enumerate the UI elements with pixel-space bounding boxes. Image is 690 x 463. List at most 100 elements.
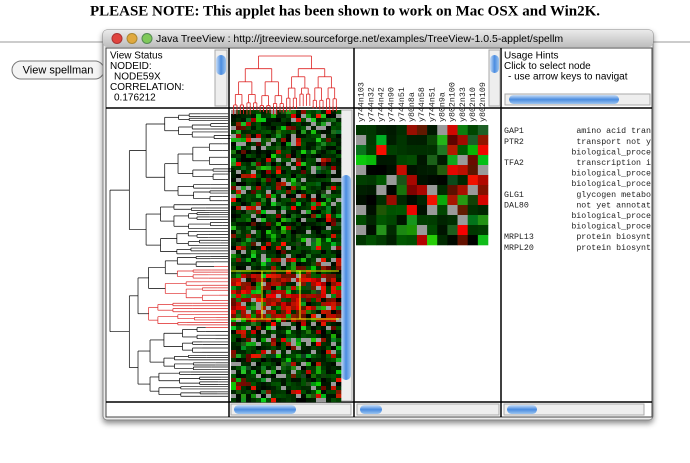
scroll-thumb[interactable] xyxy=(216,55,226,75)
heatmap-cell xyxy=(291,186,297,191)
heatmap-cell xyxy=(296,174,302,179)
heatmap-cell xyxy=(276,194,282,199)
heatmap-cell xyxy=(256,126,262,131)
heatmap-cell xyxy=(326,150,332,155)
close-button[interactable] xyxy=(111,33,123,44)
heatmap-cell xyxy=(336,118,342,123)
heatmap-cell xyxy=(271,226,277,231)
heatmap-cell xyxy=(231,270,237,275)
heatmap-cell xyxy=(266,214,272,219)
heatmap-cell xyxy=(261,210,267,215)
heatmap-cell xyxy=(281,154,287,159)
heatmap-cell xyxy=(231,358,237,363)
heatmap-cell xyxy=(321,338,327,343)
heatmap-cell xyxy=(396,135,408,146)
heatmap-cell xyxy=(321,298,327,303)
heatmap-cell xyxy=(326,214,332,219)
heatmap-cell xyxy=(241,398,247,403)
heatmap-cell xyxy=(251,234,257,239)
heatmap-cell xyxy=(326,370,332,375)
heatmap-cell xyxy=(286,358,292,363)
heatmap-cell xyxy=(296,114,302,119)
heatmap-cell xyxy=(246,398,252,403)
heatmap-cell xyxy=(281,354,287,359)
scrollbar[interactable] xyxy=(488,49,501,107)
heatmap-cell xyxy=(251,378,257,383)
scroll-thumb[interactable] xyxy=(507,405,537,414)
heatmap-cell xyxy=(416,165,428,176)
heatmap-cell xyxy=(316,354,322,359)
zoom-button[interactable] xyxy=(141,33,153,44)
gene-desc: biological_proce xyxy=(571,211,651,221)
scrollbar[interactable] xyxy=(356,403,500,416)
heatmap-cell xyxy=(291,118,297,123)
heatmap-cell xyxy=(301,310,307,315)
heatmap-cell xyxy=(256,242,262,247)
heatmap-cell xyxy=(276,118,282,123)
heatmap-cell xyxy=(271,170,277,175)
heatmap-cell xyxy=(281,318,287,323)
status-line: 0.176212 xyxy=(114,93,156,104)
scroll-thumb[interactable] xyxy=(509,95,619,104)
heatmap-cell xyxy=(316,346,322,351)
heatmap-cell xyxy=(266,258,272,263)
heatmap-cell xyxy=(276,338,282,343)
heatmap-cell xyxy=(231,342,237,347)
heatmap-cell xyxy=(281,346,287,351)
heatmap-cell xyxy=(236,270,242,275)
heatmap-cell xyxy=(306,326,312,331)
gene-desc: transport not y xyxy=(576,138,651,147)
heatmap-cell xyxy=(256,382,262,387)
scrollbar[interactable] xyxy=(503,403,645,416)
heatmap-cell xyxy=(276,378,282,383)
heatmap-cell xyxy=(261,202,267,207)
heatmap-cell xyxy=(231,230,237,235)
heatmap-cell xyxy=(286,122,292,127)
heatmap-cell xyxy=(396,235,408,246)
heatmap-cell xyxy=(286,274,292,279)
heatmap-cell xyxy=(406,135,418,146)
heatmap-cell xyxy=(281,230,287,235)
heatmap-cell xyxy=(281,194,287,199)
scroll-thumb[interactable] xyxy=(360,405,382,414)
heatmap-cell xyxy=(231,374,237,379)
heatmap-cell xyxy=(301,134,307,139)
heatmap-cell xyxy=(296,246,302,251)
heatmap-cell xyxy=(246,310,252,315)
heatmap-cell xyxy=(281,374,287,379)
heatmap-cell xyxy=(311,346,317,351)
heatmap-cell xyxy=(236,194,242,199)
heatmap-cell xyxy=(316,382,322,387)
scroll-thumb[interactable] xyxy=(341,175,351,380)
heatmap-cell xyxy=(291,202,297,207)
heatmap-cell xyxy=(271,134,277,139)
heatmap-cell xyxy=(271,298,277,303)
scroll-thumb[interactable] xyxy=(490,55,499,73)
heatmap-cell xyxy=(276,354,282,359)
heatmap-cell xyxy=(231,314,237,319)
button-label[interactable]: View spellman xyxy=(23,64,94,76)
heatmap-cell xyxy=(457,185,468,196)
heatmap-cell xyxy=(316,298,322,303)
heatmap-cell xyxy=(246,138,252,143)
heatmap-cell xyxy=(241,366,247,371)
heatmap-cell xyxy=(306,362,312,367)
heatmap-cell xyxy=(246,278,252,283)
heatmap-cell xyxy=(261,262,267,267)
heatmap-cell xyxy=(406,205,418,216)
minimize-button[interactable] xyxy=(126,33,138,44)
heatmap-cell xyxy=(296,202,302,207)
heatmap-cell xyxy=(376,145,387,156)
heatmap-cell xyxy=(251,358,257,363)
heatmap-cell xyxy=(256,374,262,379)
heatmap-cell xyxy=(246,234,252,239)
heatmap-cell xyxy=(331,182,337,187)
scroll-thumb[interactable] xyxy=(234,405,296,414)
heatmap-cell xyxy=(251,294,257,299)
heatmap-cell xyxy=(331,350,337,355)
heatmap-cell xyxy=(271,334,277,339)
heatmap-cell xyxy=(231,170,237,175)
heatmap-cell xyxy=(296,194,302,199)
heatmap-cell xyxy=(316,170,322,175)
heatmap-cell xyxy=(231,298,237,303)
